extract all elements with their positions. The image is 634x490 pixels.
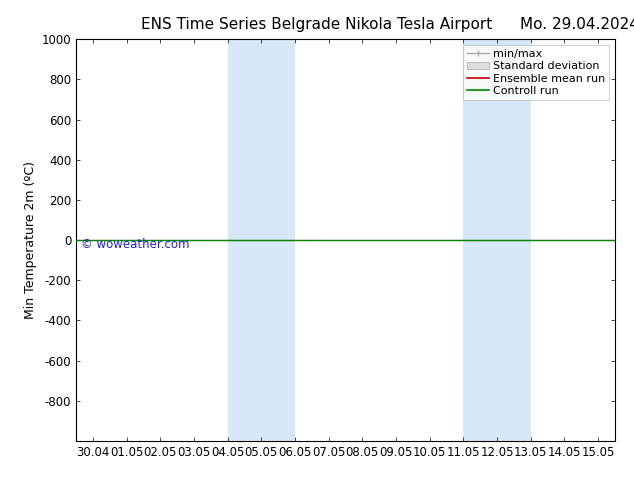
Bar xyxy=(228,39,295,441)
Legend: min/max, Standard deviation, Ensemble mean run, Controll run: min/max, Standard deviation, Ensemble me… xyxy=(463,45,609,100)
Bar xyxy=(463,39,531,441)
Y-axis label: Min Temperature 2m (ºC): Min Temperature 2m (ºC) xyxy=(25,161,37,319)
Text: © woweather.com: © woweather.com xyxy=(81,238,190,251)
Title: ENS Time Series Belgrade Nikola Tesla Airport      Mo. 29.04.2024 18 UTC: ENS Time Series Belgrade Nikola Tesla Ai… xyxy=(0,489,1,490)
Text: ENS Time Series Belgrade Nikola Tesla Airport: ENS Time Series Belgrade Nikola Tesla Ai… xyxy=(141,17,493,32)
Text: Mo. 29.04.2024 18 UTC: Mo. 29.04.2024 18 UTC xyxy=(520,17,634,32)
